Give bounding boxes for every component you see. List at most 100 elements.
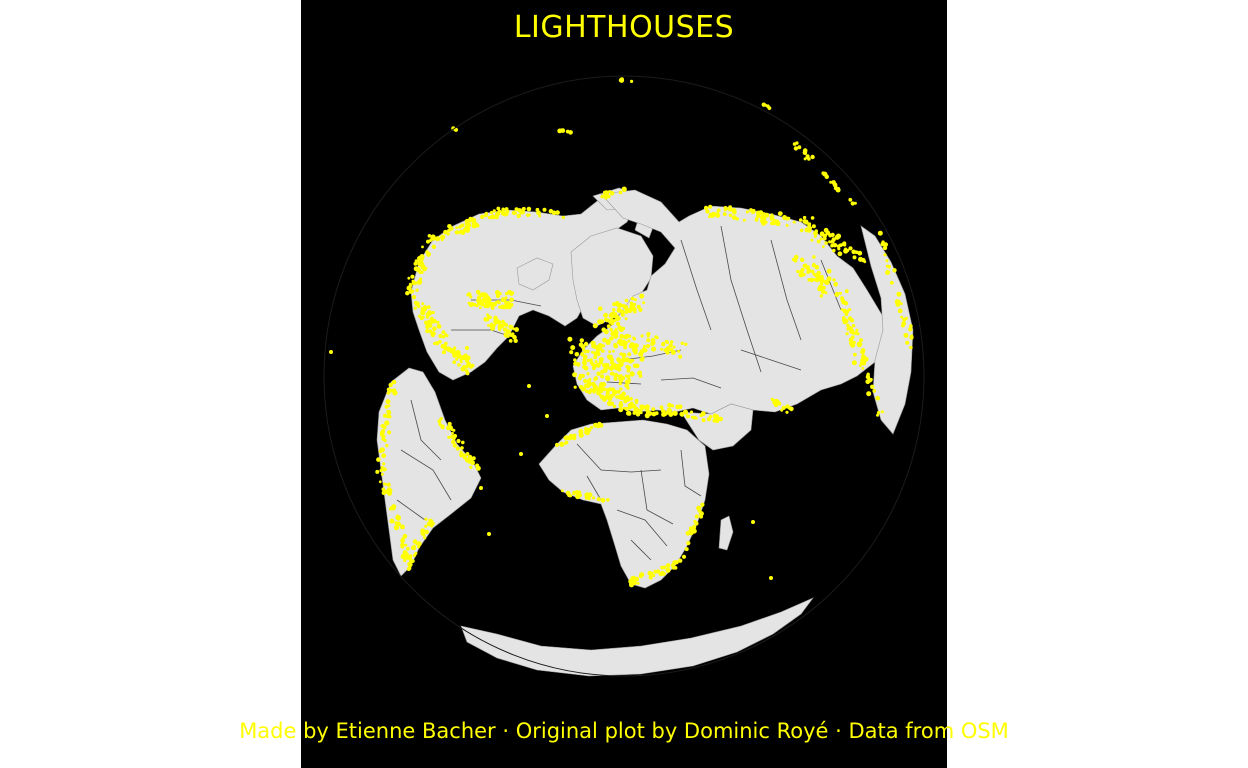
lighthouse-point: [655, 569, 661, 574]
lighthouse-point: [785, 224, 789, 227]
lighthouse-point: [909, 334, 914, 339]
lighthouse-point: [378, 480, 382, 484]
lighthouse-point: [555, 442, 559, 447]
globe-outline: [323, 75, 925, 677]
lighthouse-point: [572, 372, 578, 378]
lighthouse-point: [673, 566, 678, 570]
lighthouse-point: [670, 340, 674, 344]
lighthouse-point: [592, 387, 597, 393]
lighthouse-point: [750, 209, 756, 214]
lighthouse-point: [856, 342, 863, 348]
lighthouse-point: [569, 350, 574, 355]
lighthouse-point: [465, 346, 469, 350]
lighthouse-point: [475, 463, 480, 468]
lighthouse-point: [512, 327, 515, 331]
lighthouse-point: [458, 225, 462, 229]
lighthouse-point: [472, 222, 476, 225]
lighthouse-point: [413, 261, 418, 266]
lighthouse-point: [660, 408, 665, 413]
lighthouse-point: [876, 411, 881, 415]
lighthouse-point: [774, 221, 778, 225]
lighthouse-point: [387, 404, 391, 408]
lighthouse-point: [451, 431, 454, 435]
lighthouse-point: [616, 390, 621, 394]
lighthouse-point: [903, 332, 909, 338]
lighthouse-point: [555, 210, 560, 215]
lighthouse-point: [716, 208, 721, 213]
lighthouse-point: [469, 465, 473, 469]
lighthouse-point: [610, 364, 616, 370]
lighthouse-point: [381, 490, 386, 495]
lighthouse-point: [847, 316, 853, 321]
lighthouse-point: [632, 336, 635, 340]
lighthouse-point: [842, 309, 847, 314]
lighthouse-point: [508, 339, 513, 343]
lighthouse-point: [655, 336, 659, 340]
lighthouse-point: [487, 324, 490, 327]
lighthouse-point: [559, 128, 564, 133]
lighthouse-point: [600, 374, 605, 379]
lighthouse-point: [634, 409, 638, 414]
lighthouse-point: [645, 344, 651, 349]
lighthouse-point: [579, 338, 584, 343]
lighthouse-point: [443, 229, 448, 235]
lighthouse-point: [840, 308, 844, 311]
lighthouse-point: [420, 528, 426, 534]
map-caption: Made by Etienne Bacher · Original plot b…: [239, 719, 1009, 743]
lighthouse-point: [823, 279, 829, 285]
lighthouse-point: [677, 404, 683, 410]
lighthouse-point: [381, 437, 386, 442]
lighthouse-point: [489, 324, 493, 328]
lighthouse-point: [441, 350, 446, 355]
lighthouse-point: [502, 298, 507, 302]
lighthouse-point: [870, 384, 875, 389]
lighthouse-point: [381, 453, 387, 459]
lighthouse-point: [625, 308, 629, 312]
lighthouse-point: [648, 575, 653, 580]
lighthouse-point: [835, 187, 841, 193]
lighthouse-point: [848, 337, 854, 343]
lighthouse-point: [615, 321, 621, 326]
lighthouse-point: [688, 530, 694, 536]
lighthouse-point: [475, 289, 481, 295]
lighthouse-point: [905, 340, 910, 345]
lighthouse-point: [618, 78, 623, 83]
lighthouse-point: [452, 360, 456, 365]
lighthouse-point: [859, 364, 862, 367]
lighthouse-point: [616, 357, 621, 362]
lighthouse-point: [819, 278, 825, 283]
lighthouse-point: [611, 314, 616, 319]
lighthouse-point: [506, 334, 510, 338]
lighthouse-point: [415, 541, 419, 546]
lighthouse-point: [633, 298, 637, 302]
lighthouse-point: [589, 358, 593, 362]
lighthouse-point: [572, 492, 575, 496]
lighthouse-point: [420, 532, 424, 536]
lighthouse-point: [668, 412, 674, 417]
lighthouse-point: [439, 417, 443, 421]
lighthouse-point: [596, 371, 601, 376]
lighthouse-point: [819, 294, 824, 298]
lighthouse-point: [599, 394, 605, 400]
lighthouse-point: [383, 482, 386, 486]
lighthouse-point: [423, 536, 427, 540]
lighthouse-point: [383, 413, 387, 418]
lighthouse-point: [464, 225, 468, 229]
lighthouse-point: [622, 339, 626, 343]
lighthouse-point: [672, 560, 678, 565]
lighthouse-point: [536, 210, 541, 216]
lighthouse-point: [848, 197, 853, 202]
lighthouse-point: [582, 361, 587, 366]
lighthouse-point: [502, 304, 506, 308]
lighthouse-point: [814, 277, 820, 283]
lighthouse-point: [454, 230, 459, 235]
lighthouse-point: [580, 352, 585, 357]
lighthouse-point: [603, 366, 608, 372]
lighthouse-point: [580, 344, 586, 350]
lighthouse-point: [715, 213, 721, 218]
lighthouse-point: [422, 533, 426, 537]
lighthouse-point: [636, 582, 640, 585]
lighthouse-point: [802, 215, 807, 220]
lighthouse-point: [672, 410, 677, 415]
